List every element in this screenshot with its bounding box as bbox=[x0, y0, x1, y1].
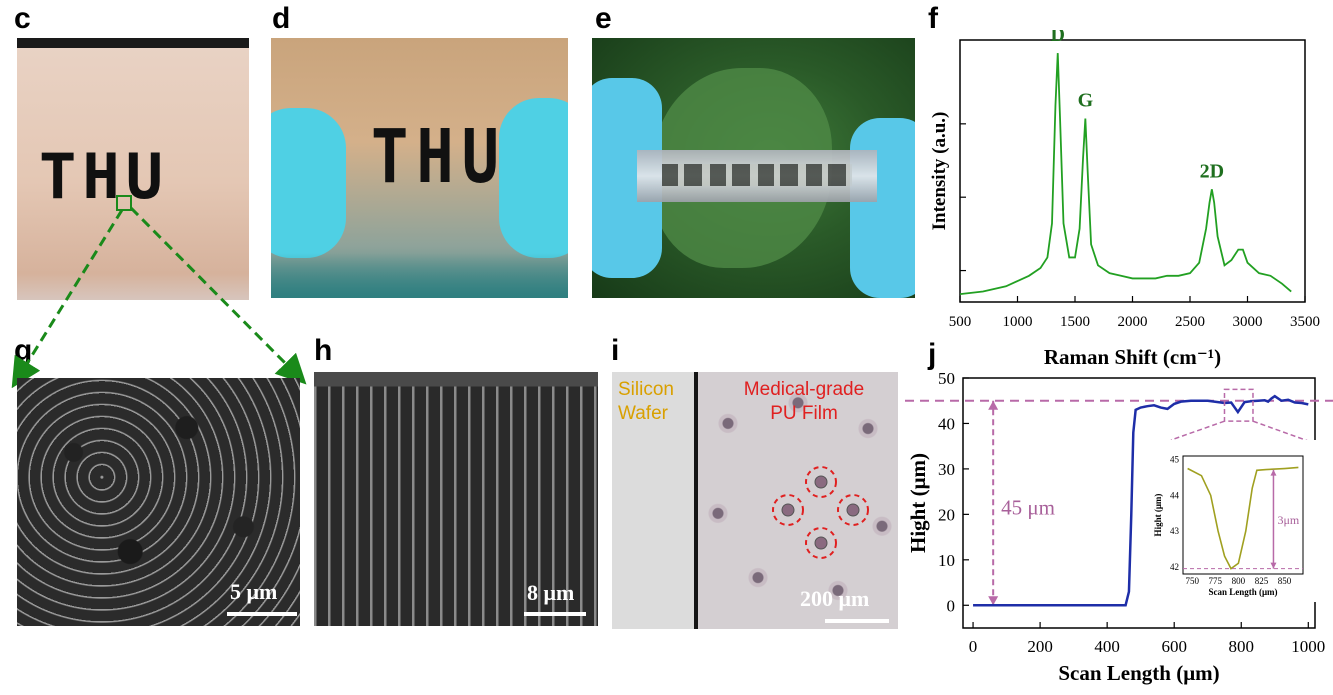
scale-bar-label-g: 5 μm bbox=[230, 579, 278, 604]
sem-image-h: 8 μm bbox=[314, 372, 598, 626]
height-profile-chart: 0 200 400 600 800 1000 0 10 20 30 40 50 45 μm Scan Le… bbox=[905, 369, 1333, 685]
sem-image-g: 5 μm bbox=[17, 378, 300, 626]
zoom-arrows bbox=[11, 195, 307, 389]
arrow-head-top bbox=[988, 400, 999, 410]
x-axis-label: Raman Shift (cm⁻¹) bbox=[1044, 345, 1221, 369]
pu-film-label: PU Film bbox=[770, 403, 838, 424]
height-series-line bbox=[973, 394, 1309, 607]
inset-x-tick-label: 750 bbox=[1185, 576, 1199, 586]
wafer-label: Wafer bbox=[618, 403, 668, 424]
x-tick-label: 3500 bbox=[1290, 314, 1320, 330]
y-tick-label: 0 bbox=[947, 596, 956, 615]
scale-bar-h bbox=[524, 612, 586, 616]
zoom-arrow-left bbox=[11, 209, 124, 389]
x-tick-label: 0 bbox=[969, 637, 978, 656]
photo-e-film-on-leaf bbox=[592, 38, 915, 298]
plot-frame bbox=[959, 39, 1306, 303]
x-tick-label: 800 bbox=[1228, 637, 1254, 656]
scale-bar-i bbox=[825, 619, 889, 623]
inset-frame bbox=[1182, 455, 1304, 575]
inset-series-line bbox=[1187, 466, 1299, 570]
photo-c-wrist-tattoo: THU bbox=[17, 38, 249, 300]
y-axis-label: Intensity (a.u.) bbox=[929, 112, 950, 231]
inset-arrow-head-bottom bbox=[1270, 562, 1277, 569]
peak-label-D: D bbox=[1051, 30, 1065, 46]
x-tick-label: 3000 bbox=[1233, 314, 1263, 330]
peak-label-G: G bbox=[1078, 90, 1094, 112]
glove-right bbox=[499, 98, 568, 258]
x-tick-label: 500 bbox=[949, 314, 972, 330]
x-tick-label: 2500 bbox=[1175, 314, 1205, 330]
panel-label-f: f bbox=[928, 2, 938, 35]
highlight-circle-left bbox=[772, 494, 804, 526]
inset-x-tick-label: 800 bbox=[1232, 576, 1246, 586]
zoom-arrow-right bbox=[129, 206, 307, 385]
inset-y-tick-label: 45 bbox=[1170, 455, 1180, 465]
stretched-tattoo-text: THU bbox=[371, 112, 507, 201]
zoom-box bbox=[116, 195, 132, 211]
zoom-region-box bbox=[1223, 388, 1254, 422]
transparent-film bbox=[637, 150, 877, 202]
height-annotation: 45 μm bbox=[1001, 495, 1055, 519]
raman-series-line bbox=[959, 53, 1292, 296]
y-tick-label: 30 bbox=[938, 460, 955, 479]
panel-label-j: j bbox=[928, 338, 937, 371]
highlight-circle-bottom bbox=[805, 527, 837, 559]
photo-d-stretched-tattoo: THU bbox=[271, 38, 568, 298]
glove-left bbox=[271, 108, 346, 258]
y-tick-label: 10 bbox=[938, 551, 955, 570]
panel-label-e: e bbox=[595, 2, 612, 35]
inset-x-tick-label: 850 bbox=[1278, 576, 1292, 586]
scale-bar-g bbox=[227, 612, 297, 616]
x-axis-label: Scan Length (μm) bbox=[1058, 661, 1219, 685]
inset-y-tick-label: 42 bbox=[1170, 562, 1179, 572]
highlight-circle-top bbox=[805, 466, 837, 498]
x-tick-label: 600 bbox=[1161, 637, 1187, 656]
inset-x-tick-label: 825 bbox=[1255, 576, 1269, 586]
glove-right bbox=[850, 118, 915, 298]
arrow-head-bottom bbox=[988, 596, 999, 606]
panel-label-i: i bbox=[611, 334, 620, 367]
y-axis-label: Hight (μm) bbox=[906, 453, 930, 553]
inset-arrow-head-top bbox=[1270, 469, 1277, 476]
x-tick-label: 1500 bbox=[1060, 314, 1090, 330]
raman-chart: 500 1000 1500 2000 2500 3000 3500 D G 2D Raman Shi… bbox=[929, 30, 1320, 369]
highlight-circle-right bbox=[837, 494, 869, 526]
micrograph-i: Silicon Wafer Medical-grade PU Film 200 … bbox=[612, 372, 898, 629]
x-tick-label: 200 bbox=[1027, 637, 1053, 656]
interface-edge bbox=[694, 372, 698, 629]
inset-connector-left bbox=[1170, 420, 1225, 441]
y-tick-label: 50 bbox=[938, 369, 955, 388]
y-tick-label: 20 bbox=[938, 505, 955, 524]
inset-depth-annotation: 3μm bbox=[1277, 513, 1299, 527]
silicon-label: Silicon bbox=[618, 379, 674, 400]
inset-y-tick-label: 44 bbox=[1170, 490, 1180, 500]
inset-x-axis-label: Scan Length (μm) bbox=[1208, 587, 1277, 597]
tattoo-text: THU bbox=[39, 140, 169, 213]
scale-bar-label-i: 200 μm bbox=[800, 586, 870, 611]
medical-grade-label: Medical-grade bbox=[743, 379, 865, 400]
scale-bar-label-h: 8 μm bbox=[527, 580, 575, 605]
inset-x-tick-label: 775 bbox=[1209, 576, 1223, 586]
highlight-circles bbox=[772, 466, 869, 559]
silicon-wafer-region bbox=[612, 372, 694, 629]
panel-label-c: c bbox=[14, 2, 31, 35]
y-tick-label: 40 bbox=[938, 414, 955, 433]
panel-label-h: h bbox=[314, 334, 333, 367]
inset-y-tick-label: 43 bbox=[1170, 526, 1180, 536]
x-tick-label: 400 bbox=[1094, 637, 1120, 656]
inset-connector-right bbox=[1252, 420, 1312, 443]
peak-label-2D: 2D bbox=[1200, 160, 1224, 182]
panel-label-d: d bbox=[272, 2, 291, 35]
inset-y-axis-label: Hight (μm) bbox=[1153, 494, 1163, 537]
x-tick-label: 2000 bbox=[1118, 314, 1148, 330]
x-tick-label: 1000 bbox=[1003, 314, 1033, 330]
x-tick-label: 1000 bbox=[1291, 637, 1325, 656]
